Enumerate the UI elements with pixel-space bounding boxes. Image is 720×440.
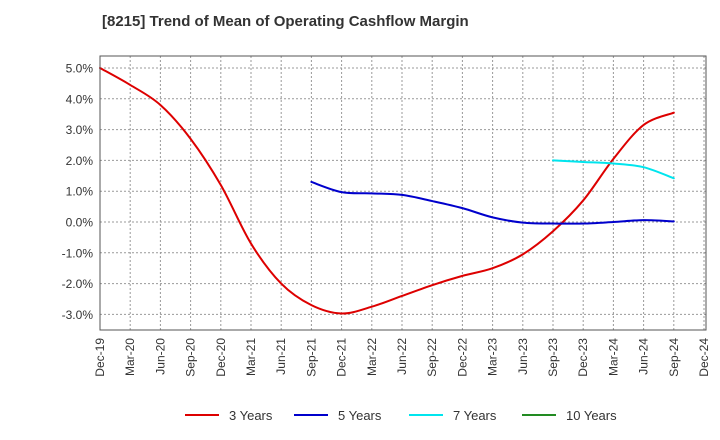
legend-label: 3 Years	[229, 407, 273, 423]
legend: 3 Years 5 Years 7 Years 10 Years	[0, 404, 720, 426]
x-tick-label: Mar-22	[365, 338, 379, 376]
y-tick-label: 5.0%	[66, 62, 94, 76]
y-tick-label: -2.0%	[62, 277, 94, 291]
x-tick-label: Mar-23	[486, 338, 500, 376]
y-tick-label: 1.0%	[66, 185, 94, 199]
series-line-5-years	[310, 180, 675, 225]
legend-item-7-years: 7 Years	[409, 404, 496, 426]
x-tick-label: Sep-22	[425, 338, 439, 377]
legend-swatch-7-years	[409, 414, 443, 416]
x-tick-labels: Dec-19 Mar-20 Jun-20 Sep-20 Dec-20 Mar-21 Jun-…	[93, 338, 711, 377]
y-tick-label: -3.0%	[62, 308, 94, 322]
y-tick-label: 4.0%	[66, 92, 94, 106]
chart-title: [8215] Trend of Mean of Operating Cashfl…	[102, 13, 469, 30]
legend-swatch-10-years	[522, 414, 556, 416]
plot-area-border	[99, 55, 707, 331]
x-tick-label: Jun-24	[637, 338, 651, 375]
x-tick-label: Sep-20	[184, 338, 198, 377]
legend-item-3-years: 3 Years	[185, 404, 272, 426]
x-tick-label: Dec-20	[214, 338, 228, 377]
legend-swatch-3-years	[185, 414, 219, 416]
x-tick-label: Sep-24	[667, 338, 681, 377]
legend-swatch-5-years	[294, 414, 328, 416]
x-tick-label: Sep-21	[304, 338, 318, 377]
x-tick-label: Dec-22	[455, 338, 469, 377]
series-lines	[99, 67, 675, 315]
y-tick-labels: 5.0% 4.0% 3.0% 2.0% 1.0% 0.0% -1.0% -2.0% -3.0%	[62, 62, 94, 322]
x-tick-label: Dec-24	[697, 338, 711, 377]
x-tick-label: Dec-23	[576, 338, 590, 377]
legend-label: 7 Years	[453, 407, 497, 423]
legend-item-10-years: 10 Years	[522, 404, 617, 426]
x-tick-label: Mar-21	[244, 338, 258, 376]
x-tick-label: Mar-20	[123, 338, 137, 376]
grid	[100, 56, 706, 330]
x-tick-label: Jun-20	[153, 338, 167, 375]
x-tick-label: Mar-24	[606, 338, 620, 376]
y-tick-label: -1.0%	[62, 246, 94, 260]
y-tick-label: 2.0%	[66, 154, 94, 168]
x-tick-label: Jun-21	[274, 338, 288, 375]
x-tick-label: Jun-22	[395, 338, 409, 375]
y-tick-label: 0.0%	[66, 216, 94, 230]
legend-label: 10 Years	[566, 407, 617, 423]
x-tick-label: Dec-19	[93, 338, 107, 377]
series-line-7-years	[552, 159, 675, 180]
y-tick-label: 3.0%	[66, 123, 94, 137]
series-line-3-years	[99, 67, 675, 315]
legend-item-5-years: 5 Years	[294, 404, 381, 426]
x-tick-label: Sep-23	[546, 338, 560, 377]
x-tick-label: Dec-21	[335, 338, 349, 377]
legend-label: 5 Years	[338, 407, 382, 423]
x-tick-label: Jun-23	[516, 338, 530, 375]
